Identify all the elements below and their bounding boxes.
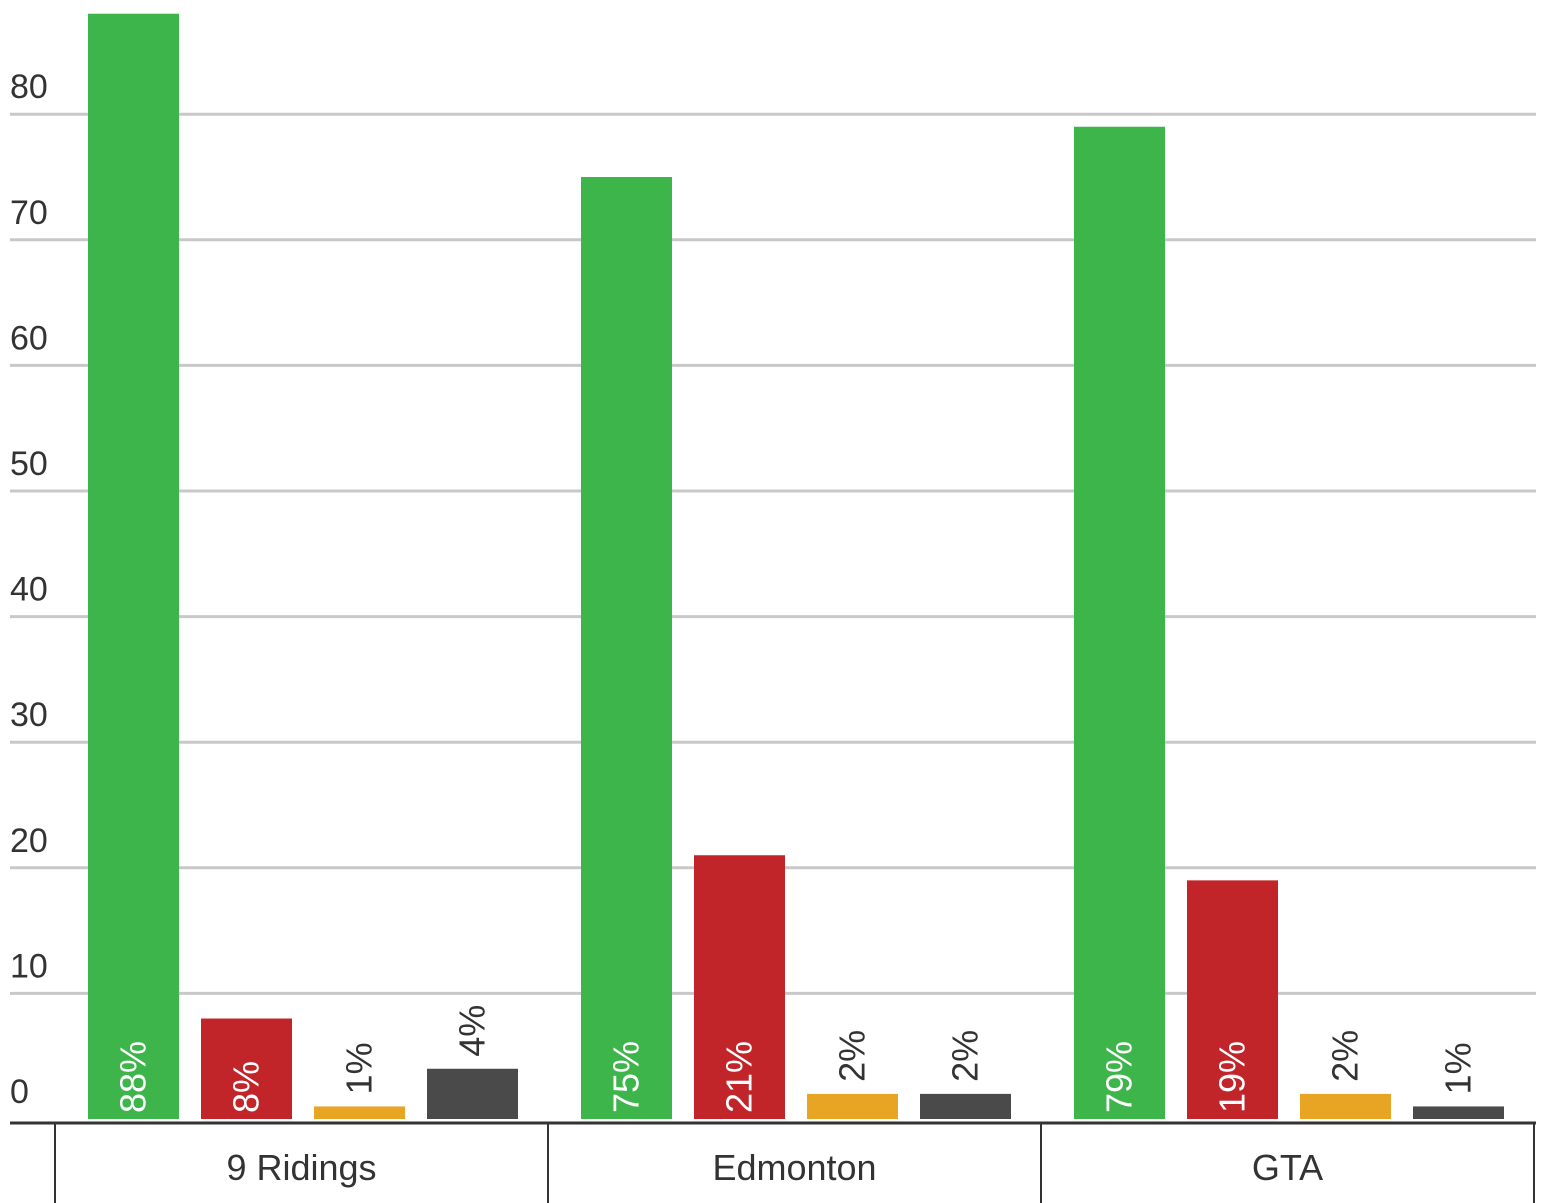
y-tick-label: 70 — [10, 194, 48, 232]
bar — [920, 1093, 1011, 1119]
y-tick-label: 80 — [10, 68, 48, 106]
x-axis: 9 Ridings Edmonton GTA — [10, 1121, 1536, 1203]
gridlines — [10, 112, 1536, 995]
data-label: 4% — [452, 1005, 493, 1057]
data-label: 2% — [832, 1030, 873, 1082]
bar — [1300, 1093, 1391, 1119]
data-label: 1% — [339, 1042, 380, 1094]
x-category-label: GTA — [1252, 1147, 1323, 1188]
y-tick-label: 10 — [10, 947, 48, 985]
x-category-label: 9 Ridings — [226, 1147, 376, 1188]
data-label: 79% — [1099, 1041, 1140, 1113]
bar — [1413, 1106, 1504, 1119]
data-label: 19% — [1212, 1041, 1253, 1113]
data-label: 2% — [1325, 1030, 1366, 1082]
y-tick-label: 50 — [10, 445, 48, 483]
bar — [694, 855, 785, 1119]
bar — [314, 1106, 405, 1119]
y-tick-label: 30 — [10, 696, 48, 734]
data-label: 88% — [113, 1041, 154, 1113]
bar — [201, 1018, 292, 1119]
bars — [88, 13, 1504, 1120]
y-tick-label: 0 — [10, 1073, 29, 1111]
bar — [88, 13, 179, 1120]
data-label: 8% — [226, 1061, 267, 1113]
data-labels: 88% 8% 1% 4% 75% 21% 2% 2% 79% 19% 2% 1% — [113, 1005, 1479, 1113]
bar — [427, 1068, 518, 1119]
bar — [1187, 880, 1278, 1119]
data-label: 21% — [719, 1041, 760, 1113]
data-label: 75% — [606, 1041, 647, 1113]
y-tick-label: 20 — [10, 822, 48, 860]
x-category-label: Edmonton — [712, 1147, 876, 1188]
bar — [807, 1093, 898, 1119]
data-label: 2% — [945, 1030, 986, 1082]
y-axis-ticks: 0 10 20 30 40 50 60 70 80 — [10, 68, 48, 1111]
y-tick-label: 60 — [10, 319, 48, 357]
bar — [581, 177, 672, 1119]
y-tick-label: 40 — [10, 571, 48, 609]
data-label: 1% — [1438, 1042, 1479, 1094]
bar — [1074, 126, 1165, 1119]
